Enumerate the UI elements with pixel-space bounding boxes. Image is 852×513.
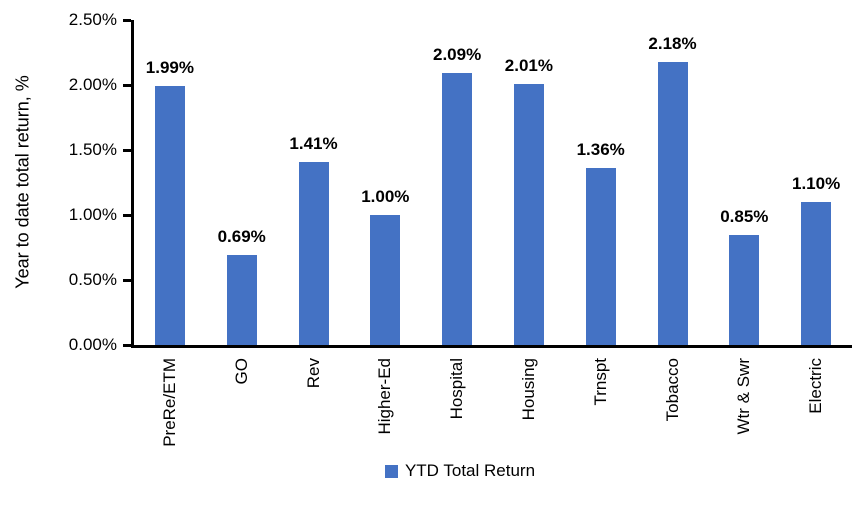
category-label-higher-ed: Higher-Ed (375, 358, 395, 435)
data-label-electric: 1.10% (791, 174, 841, 193)
y-tick-mark (123, 83, 131, 87)
y-tick-mark (123, 278, 131, 282)
legend-label: YTD Total Return (404, 461, 536, 480)
data-label-hospital: 2.09% (432, 45, 482, 65)
bar-rev (298, 161, 329, 345)
category-label-prere-etm: PreRe/ETM (159, 358, 179, 447)
category-label-go: GO (231, 358, 251, 385)
category-label-tobacco: Tobacco (662, 358, 682, 422)
bar-electric (801, 202, 832, 345)
y-tick-label: 1.50% (68, 140, 117, 159)
y-tick-label: 2.00% (68, 75, 117, 94)
y-tick-mark (123, 18, 131, 22)
bar-go (226, 255, 257, 345)
category-label-rev: Rev (303, 358, 323, 389)
legend-color-swatch-icon (384, 464, 398, 478)
bar-higher-ed (370, 215, 401, 345)
data-label-trnspt: 1.36% (576, 140, 625, 160)
bar-housing (513, 83, 544, 345)
category-label-hospital: Hospital (447, 358, 467, 420)
legend: YTD Total Return (34, 462, 852, 480)
bar-trnspt (585, 168, 616, 345)
bar-wtr-swr (729, 234, 760, 345)
data-label-higher-ed: 1.00% (361, 187, 410, 206)
data-label-housing: 2.01% (504, 55, 553, 75)
category-label-electric: Electric (806, 358, 826, 414)
bar-tobacco (657, 61, 688, 345)
category-label-housing: Housing (518, 358, 538, 421)
y-tick-mark (123, 343, 131, 347)
category-label-trnspt: Trnspt (590, 358, 610, 406)
y-tick-label: 0.00% (68, 335, 117, 354)
data-label-prere-etm: 1.99% (145, 58, 194, 78)
data-label-wtr-swr: 0.85% (720, 206, 769, 226)
y-tick-label: 2.50% (68, 10, 117, 29)
data-label-go: 0.69% (217, 227, 266, 247)
plot-area: 1.99% 0.69% 1.41% 1.00% 2.09% 2.01% 1.36% 2.18%… (131, 20, 852, 348)
bar-prere-etm (154, 86, 185, 345)
y-tick-label: 1.00% (68, 205, 117, 224)
y-axis-tick-marks (123, 0, 131, 513)
x-axis-category-labels: PreRe/ETM GO Rev Higher-Ed Hospital Housing Tr… (134, 351, 852, 467)
y-tick-mark (123, 148, 131, 152)
data-label-tobacco: 2.18% (648, 33, 697, 53)
data-label-rev: 1.41% (289, 133, 338, 153)
y-axis-tick-labels: 0.00% 0.50% 1.00% 1.50% 2.00% 2.50% (0, 0, 117, 513)
bar-hospital (442, 73, 473, 345)
y-tick-mark (123, 213, 131, 217)
category-label-wtr-swr: Wtr & Swr (734, 358, 754, 435)
y-tick-label: 0.50% (68, 270, 117, 289)
